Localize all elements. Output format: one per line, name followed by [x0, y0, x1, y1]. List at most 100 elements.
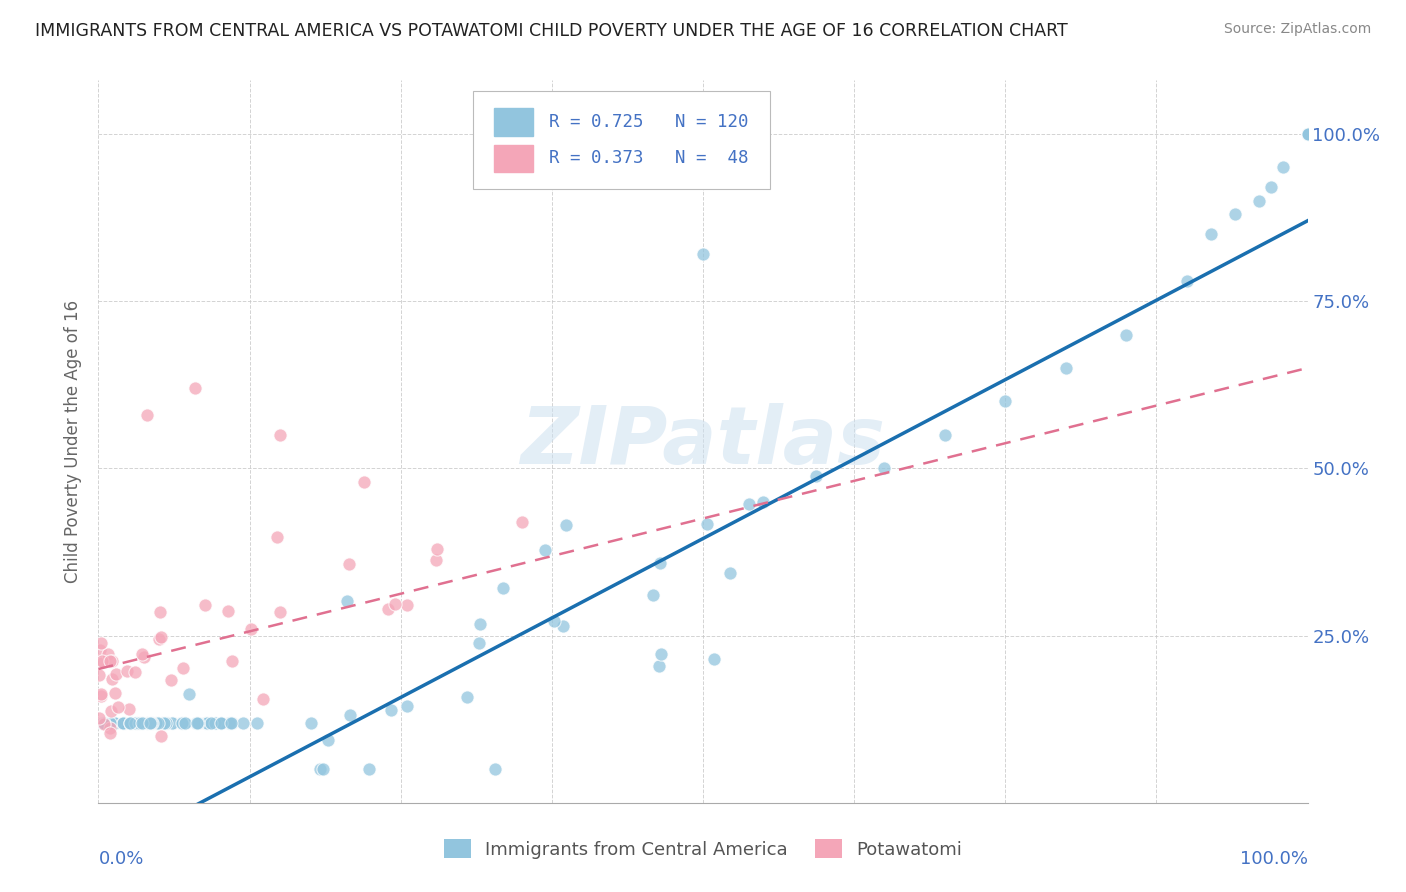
Point: [209, 715, 232, 730]
Point: [197, 715, 219, 730]
Point: [160, 715, 183, 730]
Point: [232, 715, 254, 730]
Point: [141, 715, 163, 730]
Point: [510, 515, 533, 529]
Text: R = 0.373   N =  48: R = 0.373 N = 48: [550, 149, 749, 168]
Point: [353, 475, 375, 489]
Point: [269, 605, 291, 619]
Point: [1115, 327, 1137, 342]
Point: [648, 658, 671, 673]
Point: [139, 715, 162, 730]
Point: [91, 715, 114, 730]
Point: [1296, 127, 1319, 141]
Point: [994, 394, 1017, 409]
Point: [194, 715, 217, 730]
Point: [146, 715, 169, 730]
Point: [90, 636, 112, 650]
Point: [103, 715, 125, 730]
Point: [534, 543, 557, 558]
Point: [172, 660, 194, 674]
Point: [221, 715, 243, 730]
Point: [266, 531, 288, 545]
Legend: Immigrants from Central America, Potawatomi: Immigrants from Central America, Potawat…: [436, 832, 970, 866]
Point: [555, 517, 578, 532]
Point: [934, 427, 956, 442]
Point: [186, 715, 208, 730]
Point: [132, 715, 155, 730]
Point: [112, 715, 135, 730]
Point: [339, 557, 361, 571]
Point: [219, 715, 242, 730]
Point: [100, 672, 122, 686]
Point: [128, 715, 150, 730]
Point: [336, 594, 359, 608]
Point: [120, 715, 142, 730]
Point: [425, 552, 447, 566]
Point: [139, 715, 162, 730]
Point: [217, 604, 239, 618]
Point: [1296, 127, 1319, 141]
Point: [125, 715, 148, 730]
Point: [543, 615, 565, 629]
Point: [240, 623, 263, 637]
Point: [1199, 227, 1222, 242]
Point: [104, 666, 127, 681]
Point: [1296, 127, 1319, 141]
Point: [101, 655, 124, 669]
Point: [153, 715, 176, 730]
Point: [648, 556, 671, 570]
Point: [93, 715, 115, 730]
Point: [174, 715, 197, 730]
Point: [124, 715, 146, 730]
Point: [150, 729, 173, 743]
Point: [1296, 127, 1319, 141]
Point: [380, 704, 402, 718]
Point: [150, 715, 173, 730]
Point: [1296, 127, 1319, 141]
Point: [98, 715, 121, 730]
Bar: [494, 145, 533, 172]
Point: [643, 588, 665, 602]
Point: [221, 654, 243, 668]
Point: [194, 599, 217, 613]
Point: [91, 655, 114, 669]
Point: [87, 711, 110, 725]
Point: [200, 715, 222, 730]
Point: [148, 632, 170, 646]
Point: [357, 762, 380, 776]
Point: [195, 715, 218, 730]
Point: [650, 647, 672, 661]
Point: [159, 673, 181, 687]
Point: [1054, 361, 1077, 376]
Point: [150, 630, 173, 644]
Point: [104, 715, 127, 730]
Point: [93, 715, 115, 730]
Point: [136, 715, 159, 730]
Y-axis label: Child Poverty Under the Age of 16: Child Poverty Under the Age of 16: [65, 300, 83, 583]
Point: [209, 715, 232, 730]
Point: [112, 715, 135, 730]
Point: [173, 715, 195, 730]
Point: [551, 619, 574, 633]
Point: [1296, 127, 1319, 141]
Point: [115, 664, 138, 678]
Point: [1249, 194, 1271, 208]
Point: [98, 726, 121, 740]
Point: [93, 715, 115, 730]
Point: [150, 715, 173, 730]
Point: [135, 408, 157, 422]
Point: [118, 715, 141, 730]
Point: [468, 617, 491, 632]
Point: [1260, 180, 1282, 194]
Point: [131, 647, 153, 661]
Text: 100.0%: 100.0%: [1240, 850, 1308, 868]
Point: [97, 647, 120, 661]
Point: [384, 597, 406, 611]
Point: [1296, 127, 1319, 141]
Point: [117, 702, 139, 716]
Point: [426, 541, 449, 556]
Point: [120, 715, 142, 730]
Point: [696, 516, 718, 531]
Text: 0.0%: 0.0%: [98, 850, 143, 868]
Point: [1175, 274, 1198, 288]
